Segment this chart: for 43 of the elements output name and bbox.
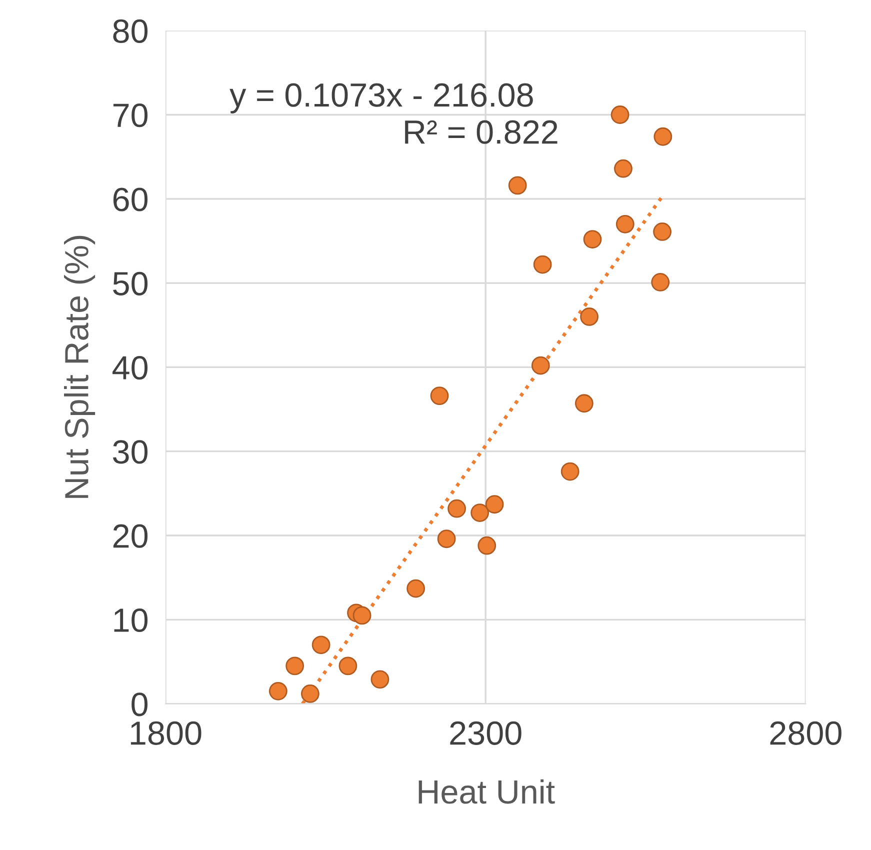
point xyxy=(300,684,320,703)
y-tick-label: 30 xyxy=(113,440,148,464)
point xyxy=(560,462,580,481)
y-tick-label: 40 xyxy=(112,356,148,380)
point xyxy=(448,499,466,518)
point xyxy=(286,656,304,676)
x-tick-label: 1800 xyxy=(130,721,202,745)
point xyxy=(508,176,527,195)
y-tick-label: 80 xyxy=(113,19,148,44)
point xyxy=(614,159,632,178)
point xyxy=(610,106,630,124)
point xyxy=(533,255,552,274)
y-axis-title: Nut Split Rate (%) xyxy=(64,236,96,498)
point xyxy=(406,579,426,598)
point xyxy=(531,356,550,375)
point xyxy=(268,682,288,700)
point xyxy=(583,230,602,248)
point xyxy=(485,495,504,514)
x-axis-title: Heat Unit xyxy=(418,779,555,804)
point xyxy=(654,127,672,146)
point xyxy=(338,656,358,676)
x-tick-label: 2800 xyxy=(770,721,842,745)
point xyxy=(437,530,456,548)
y-tick-label: 50 xyxy=(113,272,148,296)
annotation: R² = 0.822 xyxy=(405,120,558,144)
point xyxy=(574,394,594,413)
point xyxy=(470,504,490,522)
point xyxy=(651,273,670,292)
y-tick-label: 10 xyxy=(114,608,148,632)
point xyxy=(312,636,330,654)
point xyxy=(430,386,449,406)
point xyxy=(616,214,634,234)
y-tick-label: 60 xyxy=(113,188,148,212)
y-tick-label: 0 xyxy=(132,692,148,716)
point xyxy=(478,536,496,555)
annotation: y = 0.1073x - 216.08 xyxy=(230,83,533,114)
point xyxy=(580,308,598,326)
x-tick-label: 2300 xyxy=(450,721,522,745)
point xyxy=(370,670,390,689)
point xyxy=(352,606,372,625)
y-tick-label: 20 xyxy=(113,524,148,548)
point xyxy=(653,222,672,241)
y-tick-label: 70 xyxy=(113,104,148,128)
